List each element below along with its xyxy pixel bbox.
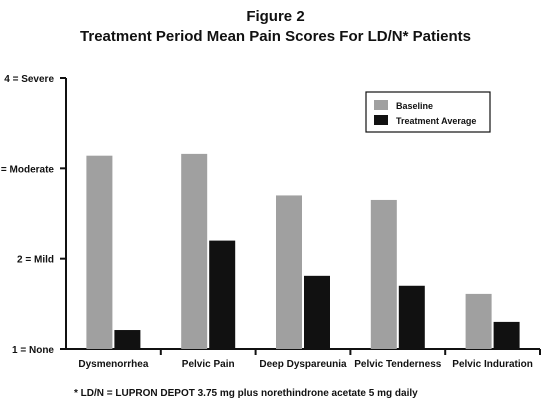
bar-treatment-average-2 <box>304 275 330 349</box>
legend-box <box>365 91 491 133</box>
bar-baseline-1 <box>181 153 208 349</box>
y-tick-label: 2 = Mild <box>17 255 54 266</box>
legend-swatch-0 <box>374 100 388 110</box>
chart-title: Treatment Period Mean Pain Scores For LD… <box>80 28 471 45</box>
x-tick-label: Pelvic Tenderness <box>354 359 442 370</box>
y-tick-label: 4 = Severe <box>4 74 54 85</box>
legend-swatch-1 <box>374 115 388 125</box>
figure-label: Figure 2 <box>246 8 305 25</box>
y-tick-label: 3 = Moderate <box>0 164 54 175</box>
legend-label-1: Treatment Average <box>396 116 476 126</box>
legend-label-0: Baseline <box>396 101 433 111</box>
x-tick-label: Pelvic Pain <box>182 359 235 370</box>
x-tick-label: Deep Dyspareunia <box>259 359 347 370</box>
bar-treatment-average-1 <box>209 240 236 349</box>
bar-treatment-average-3 <box>398 285 425 349</box>
bar-baseline-4 <box>465 293 492 349</box>
bar-baseline-0 <box>86 155 113 349</box>
bar-baseline-2 <box>276 195 302 349</box>
bar-treatment-average-4 <box>493 321 520 349</box>
x-tick-label: Pelvic Induration <box>452 359 533 370</box>
bar-treatment-average-0 <box>114 330 141 349</box>
footnote: * LD/N = LUPRON DEPOT 3.75 mg plus noret… <box>74 388 418 399</box>
y-tick-label: 1 = None <box>12 345 54 356</box>
bar-baseline-3 <box>370 199 397 349</box>
x-tick-label: Dysmenorrhea <box>78 359 148 370</box>
